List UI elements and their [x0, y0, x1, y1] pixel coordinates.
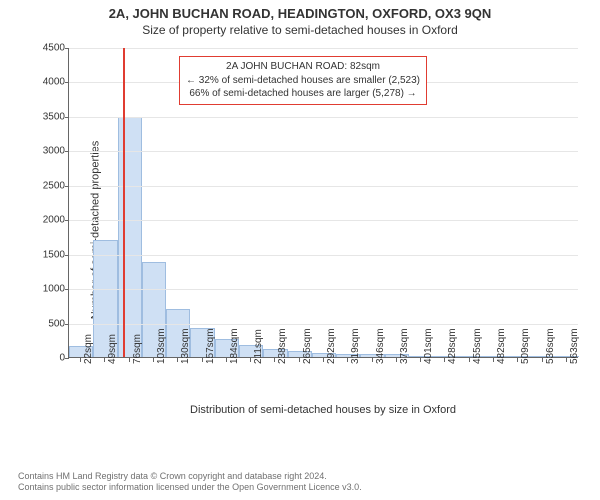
- grid-line: [69, 151, 578, 152]
- x-tick-label: 157sqm: [205, 328, 216, 364]
- x-tick-label: 292sqm: [326, 328, 337, 364]
- annotation-line: ← 32% of semi-detached houses are smalle…: [186, 74, 420, 88]
- x-tick-mark: [80, 358, 81, 362]
- y-tick-label: 3500: [43, 111, 69, 122]
- x-tick-mark: [493, 358, 494, 362]
- grid-line: [69, 48, 578, 49]
- x-tick-label: 211sqm: [253, 329, 264, 364]
- grid-line: [69, 324, 578, 325]
- x-tick-label: 238sqm: [277, 328, 288, 364]
- grid-line: [69, 220, 578, 221]
- x-tick-label: 49sqm: [107, 334, 118, 364]
- x-tick-mark: [372, 358, 373, 362]
- x-tick-mark: [274, 358, 275, 362]
- y-tick-label: 4000: [43, 77, 69, 88]
- grid-line: [69, 289, 578, 290]
- x-tick-mark: [420, 358, 421, 362]
- x-tick-mark: [202, 358, 203, 362]
- x-tick-label: 455sqm: [472, 328, 483, 364]
- plot-area: 0500100015002000250030003500400045002A J…: [68, 48, 578, 358]
- chart-subtitle: Size of property relative to semi-detach…: [0, 21, 600, 39]
- x-tick-label: 184sqm: [229, 328, 240, 364]
- y-tick-label: 2500: [43, 180, 69, 191]
- x-tick-mark: [299, 358, 300, 362]
- x-tick-label: 401sqm: [423, 328, 434, 364]
- credits-text: Contains HM Land Registry data © Crown c…: [18, 471, 362, 494]
- x-tick-label: 509sqm: [520, 328, 531, 364]
- annotation-line: 66% of semi-detached houses are larger (…: [186, 87, 420, 101]
- grid-line: [69, 255, 578, 256]
- y-tick-label: 1000: [43, 284, 69, 295]
- x-tick-mark: [542, 358, 543, 362]
- grid-line: [69, 186, 578, 187]
- y-tick-label: 4500: [43, 43, 69, 54]
- grid-line: [69, 117, 578, 118]
- x-tick-mark: [177, 358, 178, 362]
- x-tick-label: 482sqm: [496, 328, 507, 364]
- x-tick-label: 373sqm: [399, 328, 410, 364]
- x-tick-label: 346sqm: [375, 328, 386, 364]
- x-axis-label: Distribution of semi-detached houses by …: [68, 404, 578, 416]
- x-tick-label: 22sqm: [83, 334, 94, 364]
- x-tick-mark: [517, 358, 518, 362]
- x-tick-mark: [323, 358, 324, 362]
- x-tick-mark: [104, 358, 105, 362]
- x-tick-mark: [226, 358, 227, 362]
- credits-line-2: Contains public sector information licen…: [18, 482, 362, 494]
- x-tick-mark: [347, 358, 348, 362]
- x-tick-label: 76sqm: [132, 334, 143, 364]
- y-tick-label: 3000: [43, 146, 69, 157]
- chart-title: 2A, JOHN BUCHAN ROAD, HEADINGTON, OXFORD…: [0, 0, 600, 21]
- y-tick-label: 1500: [43, 249, 69, 260]
- property-marker-line: [123, 48, 125, 357]
- histogram-bar: [118, 117, 142, 357]
- x-tick-mark: [250, 358, 251, 362]
- x-tick-label: 265sqm: [302, 328, 313, 364]
- chart-area: Number of semi-detached properties 05001…: [0, 40, 600, 420]
- y-tick-label: 500: [48, 318, 69, 329]
- x-tick-label: 563sqm: [569, 328, 580, 364]
- x-tick-label: 428sqm: [447, 328, 458, 364]
- x-tick-label: 103sqm: [156, 328, 167, 364]
- annotation-box: 2A JOHN BUCHAN ROAD: 82sqm← 32% of semi-…: [179, 56, 427, 105]
- x-tick-label: 130sqm: [180, 328, 191, 364]
- x-tick-mark: [396, 358, 397, 362]
- x-tick-mark: [129, 358, 130, 362]
- x-tick-label: 536sqm: [545, 328, 556, 364]
- x-tick-mark: [566, 358, 567, 362]
- annotation-line: 2A JOHN BUCHAN ROAD: 82sqm: [186, 60, 420, 74]
- chart-container: 2A, JOHN BUCHAN ROAD, HEADINGTON, OXFORD…: [0, 0, 600, 500]
- y-tick-label: 2000: [43, 215, 69, 226]
- x-tick-mark: [153, 358, 154, 362]
- x-tick-mark: [444, 358, 445, 362]
- x-tick-label: 319sqm: [350, 328, 361, 364]
- credits-line-1: Contains HM Land Registry data © Crown c…: [18, 471, 362, 483]
- x-tick-mark: [469, 358, 470, 362]
